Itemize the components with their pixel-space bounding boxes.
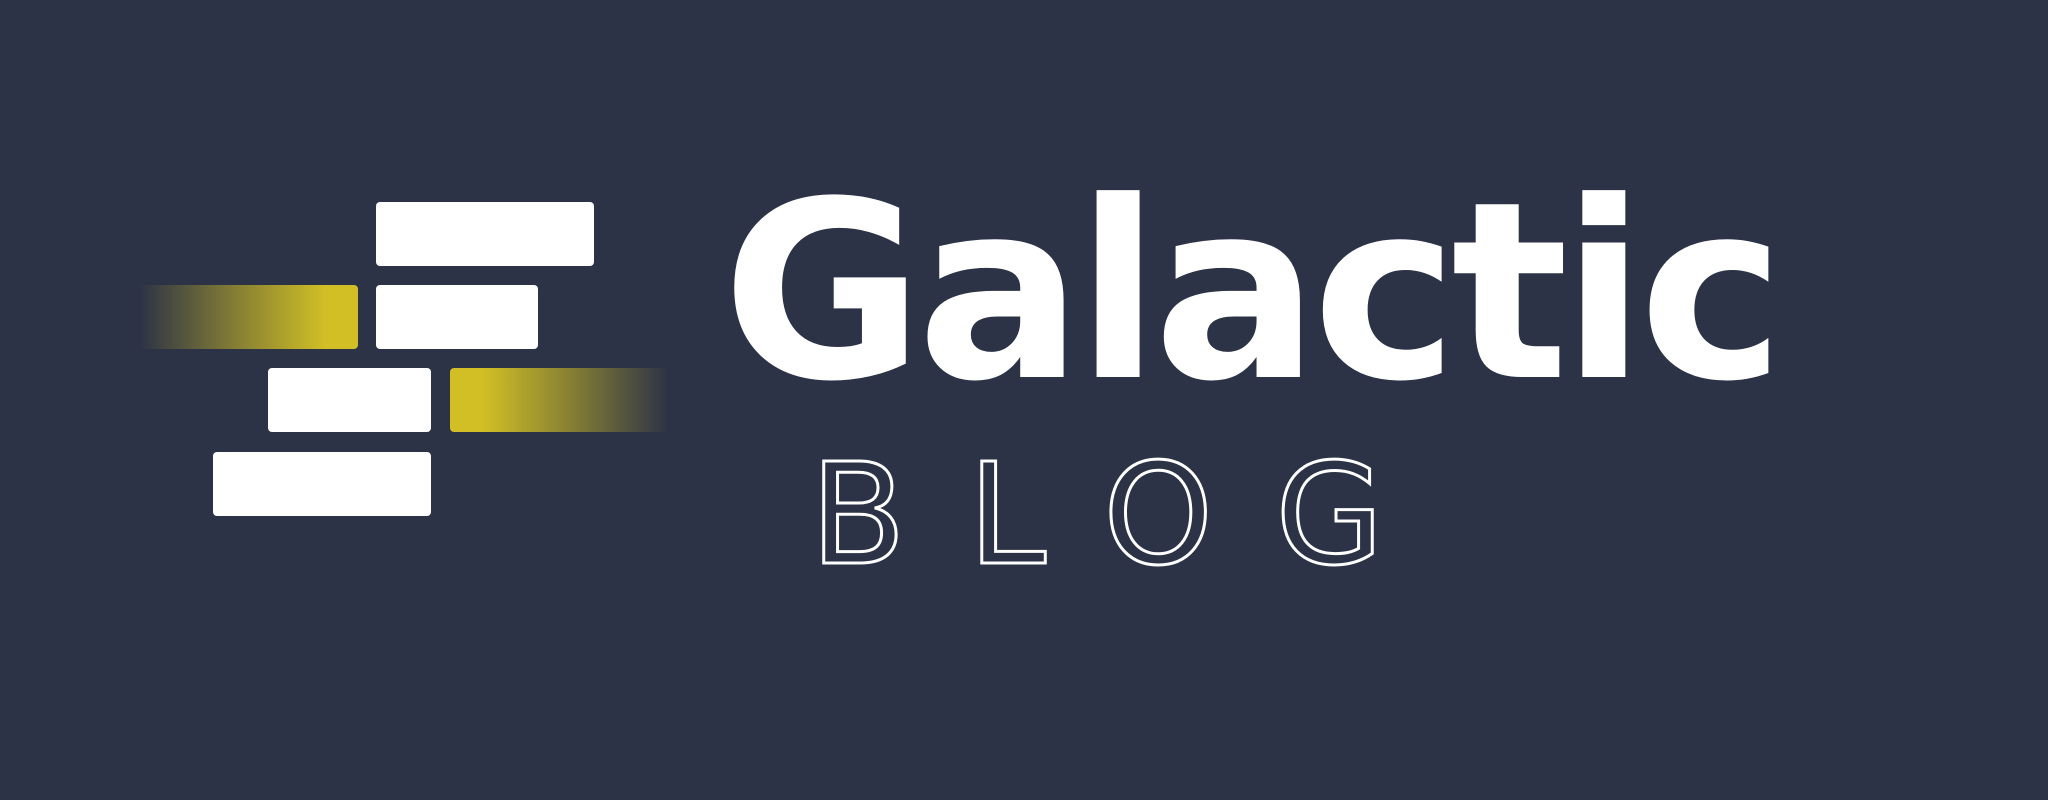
logo-bar-third <box>268 368 431 432</box>
logo-bar-yellow-left <box>140 285 358 349</box>
logo-bar-second <box>376 285 538 349</box>
logo-title: Galactic <box>722 150 1785 436</box>
logo-bar-yellow-right <box>450 368 668 432</box>
logo-subtitle: BLOG <box>809 434 1446 597</box>
logo-bar-top <box>376 202 594 266</box>
logo-bar-bottom <box>213 452 431 516</box>
